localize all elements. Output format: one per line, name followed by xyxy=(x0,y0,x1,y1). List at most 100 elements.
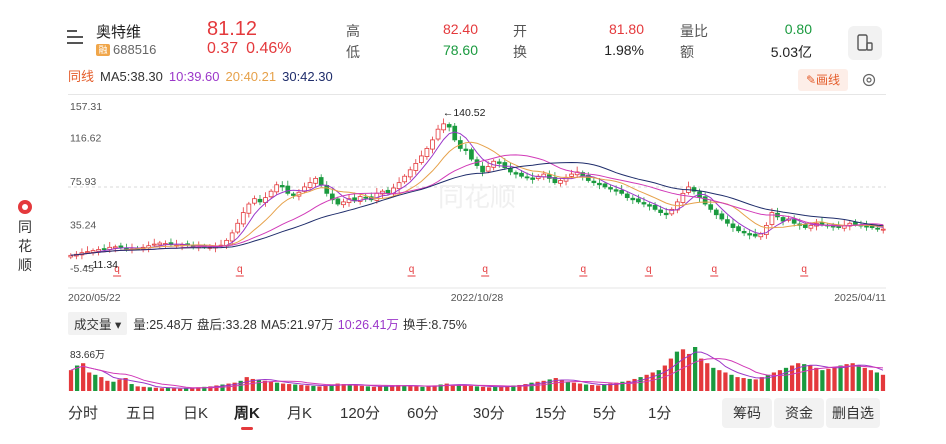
ma-mode-label[interactable]: 同线 xyxy=(68,69,95,84)
volume-bar xyxy=(171,388,177,391)
tab-period[interactable]: 日K xyxy=(183,405,209,422)
brand-char: 花 xyxy=(18,238,32,254)
event-marker[interactable]: q xyxy=(409,264,415,275)
volume-bar xyxy=(462,385,468,391)
volume-bar xyxy=(220,384,225,391)
candle-body xyxy=(502,162,508,169)
volume-bar xyxy=(371,386,377,391)
candle-body xyxy=(151,243,157,246)
candle-body xyxy=(641,202,647,205)
volume-bar xyxy=(596,385,601,391)
price-grid xyxy=(68,94,886,289)
price-chart[interactable]: 同花顺 q q q q q q q q 157.31 116.62 75.93 35.24 -5.45… xyxy=(68,94,886,306)
candle-body xyxy=(702,196,708,205)
volume-bar xyxy=(81,363,86,391)
ma20-line xyxy=(70,154,884,256)
candle-body xyxy=(558,180,563,184)
menu-icon[interactable] xyxy=(67,30,83,44)
volume-bar xyxy=(68,370,74,391)
candle-body xyxy=(585,174,591,181)
candle-body xyxy=(257,198,263,203)
landscape-button[interactable] xyxy=(848,26,882,60)
candle-body xyxy=(363,196,369,199)
tab-period[interactable]: 30分 xyxy=(473,405,505,422)
volume-bar xyxy=(196,387,201,391)
volume-bar xyxy=(202,386,207,391)
tab-period[interactable]: 15分 xyxy=(535,405,567,422)
candle-body xyxy=(235,222,241,233)
volume-bar xyxy=(759,377,764,391)
candle-body xyxy=(68,254,74,258)
volume-bar xyxy=(644,374,649,391)
ma30-value: 30:42.30 xyxy=(282,69,333,84)
volume-bar xyxy=(541,380,546,391)
event-marker[interactable]: q xyxy=(482,264,488,275)
event-marker[interactable]: q xyxy=(581,264,587,275)
ma30-line xyxy=(70,161,884,256)
candle-body xyxy=(730,223,736,228)
remove-watchlist-button[interactable]: 删自选 xyxy=(826,398,880,428)
volume-bar xyxy=(850,363,855,391)
volume-bar xyxy=(783,367,789,391)
tab-period[interactable]: 月K xyxy=(287,405,313,422)
event-marker[interactable]: q xyxy=(646,264,652,275)
x-tick-label: 2022/10/28 xyxy=(451,292,504,304)
volume-bar xyxy=(868,370,873,391)
tab-period[interactable]: 分时 xyxy=(68,405,99,422)
volume-bar xyxy=(571,382,577,391)
volume-bar xyxy=(499,386,504,391)
quote-value-volratio: 0.80 xyxy=(784,21,812,37)
settings-icon[interactable] xyxy=(862,73,876,87)
candle-body xyxy=(268,190,274,198)
candle-body xyxy=(324,185,330,194)
candle-body xyxy=(246,203,252,214)
volume-bar xyxy=(486,387,492,391)
volume-bar xyxy=(323,385,328,391)
event-marker[interactable]: q xyxy=(801,264,807,275)
chips-button[interactable]: 筹码 xyxy=(722,398,772,428)
price-change-pct: 0.46% xyxy=(246,40,292,57)
candle-body xyxy=(279,185,285,188)
volume-chart[interactable]: 83.66万 xyxy=(68,333,886,393)
candle-body xyxy=(419,155,424,163)
event-marker[interactable]: q xyxy=(114,264,120,275)
volume-bar xyxy=(377,386,383,391)
volume-bar xyxy=(353,385,358,391)
indicator-select[interactable]: 成交量 ▾ xyxy=(68,312,128,335)
volume-bar xyxy=(129,384,134,391)
event-marker[interactable]: q xyxy=(711,264,717,275)
tab-period[interactable]: 五日 xyxy=(126,405,157,422)
candle-body xyxy=(530,177,535,180)
tab-period[interactable]: 周K xyxy=(234,402,260,430)
volume-bar xyxy=(505,385,510,391)
candle-body xyxy=(307,182,313,188)
volume-bar xyxy=(299,384,304,391)
stock-name: 奥特维 xyxy=(96,24,142,41)
volume-bar xyxy=(814,367,819,391)
landscape-icon xyxy=(857,34,873,51)
ma5-value: MA5:38.30 xyxy=(100,69,163,84)
volume-bar xyxy=(165,387,171,391)
brand-char: 同 xyxy=(18,219,32,235)
brand-strip: 同 花 顺 xyxy=(14,200,36,275)
volume-bar xyxy=(268,381,274,391)
capital-button[interactable]: 资金 xyxy=(774,398,824,428)
quote-value-high: 82.40 xyxy=(442,21,478,37)
tab-period[interactable]: 120分 xyxy=(340,405,381,422)
volume-bar xyxy=(232,382,237,391)
draw-line-button[interactable]: ✎画线 xyxy=(798,69,848,91)
price-change: 0.37 xyxy=(207,40,239,57)
stock-code: 688516 xyxy=(113,42,157,57)
ma20-value: 20:40.21 xyxy=(225,69,277,84)
candle-body xyxy=(357,196,363,202)
candle-body xyxy=(508,167,513,173)
tab-period[interactable]: 5分 xyxy=(593,405,617,422)
event-marker[interactable]: q xyxy=(237,264,243,275)
candle-body xyxy=(524,176,530,179)
volume-bar xyxy=(602,384,607,391)
tab-period[interactable]: 1分 xyxy=(648,405,672,422)
candle-body xyxy=(853,222,858,225)
quote-header: 奥特维 融 688516 81.12 0.37 0.46% 高 82.40 开 81… xyxy=(60,18,886,62)
candle-body xyxy=(329,193,335,201)
tab-period[interactable]: 60分 xyxy=(407,405,439,422)
